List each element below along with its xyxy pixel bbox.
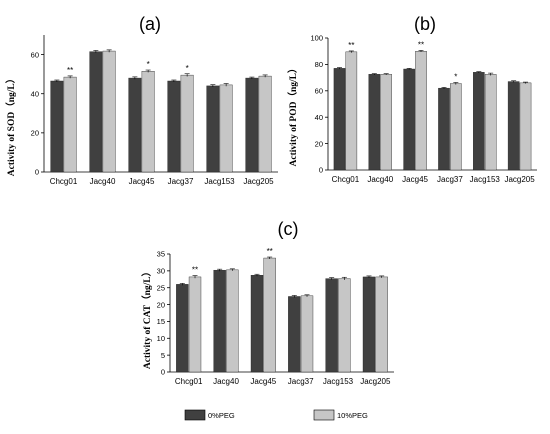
significance-marker: ** (348, 41, 354, 50)
x-tick-label: Jacg45 (250, 377, 276, 386)
x-tick-label: Jacg40 (367, 175, 393, 184)
x-tick-label: Jacg40 (213, 377, 239, 386)
bar-0-peg-chcg01 (176, 284, 189, 373)
x-tick-label: Chcg01 (175, 377, 203, 386)
x-tick-label: Jacg153 (323, 377, 354, 386)
bar-0-peg-jacg45 (403, 68, 415, 171)
significance-marker: * (147, 60, 150, 69)
bar-10-peg-jacg40 (102, 50, 116, 173)
y-tick-label: 0 (319, 166, 323, 175)
panel-label-b: (b) (414, 14, 436, 34)
significance-marker: * (186, 64, 189, 73)
y-tick-label: 40 (315, 113, 323, 122)
significance-marker: * (454, 72, 457, 81)
y-tick-label: 20 (31, 129, 39, 138)
x-tick-label: Jacg205 (243, 177, 274, 186)
bar-0-peg-jacg45 (250, 275, 264, 373)
bar-10-peg-jacg205 (519, 82, 532, 171)
y-tick-label: 25 (157, 283, 165, 292)
y-tick-label: 30 (157, 267, 165, 276)
y-tick-label: 20 (157, 300, 165, 309)
bar-10-peg-jacg37 (450, 83, 462, 171)
y-tick-label: 40 (31, 89, 39, 98)
x-tick-label: Jacg37 (437, 175, 463, 184)
y-tick-label: 60 (315, 87, 323, 96)
significance-marker: ** (418, 40, 424, 49)
bar-0-peg-jacg205 (507, 81, 520, 171)
bar-10-peg-jacg45 (415, 51, 427, 171)
bar-10-peg-jacg37 (300, 295, 314, 373)
bar-10-peg-jacg153 (219, 84, 233, 173)
bar-0-peg-chcg01 (50, 80, 64, 173)
bar-0-peg-jacg40 (368, 74, 381, 171)
x-tick-label: Jacg153 (470, 175, 501, 184)
legend-label-0-peg: 0%PEG (208, 411, 235, 420)
panel-label-a: (a) (139, 14, 161, 34)
bar-0-peg-jacg205 (362, 276, 376, 373)
significance-marker: ** (67, 66, 73, 75)
bar-0-peg-jacg40 (213, 269, 226, 373)
x-tick-label: Jacg37 (168, 177, 194, 186)
bar-10-peg-jacg205 (258, 75, 272, 173)
bar-0-peg-jacg37 (167, 80, 181, 173)
bar-0-peg-jacg45 (128, 77, 142, 173)
significance-marker: ** (267, 247, 273, 256)
x-tick-label: Chcg01 (332, 175, 360, 184)
bar-0-peg-jacg153 (473, 72, 485, 171)
bar-0-peg-jacg153 (206, 85, 220, 173)
x-tick-label: Jacg45 (402, 175, 428, 184)
y-tick-label: 0 (35, 168, 39, 177)
bar-10-peg-jacg37 (180, 74, 194, 173)
legend-label-10-peg: 10%PEG (337, 411, 368, 420)
y-axis-label-cat: Activity of CAT（ng/L） (141, 267, 153, 369)
x-tick-label: Jacg205 (360, 377, 391, 386)
y-axis-label-pod: Activity of POD（ng/L） (287, 64, 299, 167)
y-tick-label: 20 (315, 139, 323, 148)
bar-10-peg-jacg45 (263, 257, 276, 373)
panel-pod: (b) Activity of POD（ng/L） 020406080100**… (287, 14, 537, 184)
bar-10-peg-jacg205 (375, 276, 388, 373)
y-tick-label: 60 (31, 50, 39, 59)
bar-0-peg-chcg01 (333, 68, 346, 171)
x-tick-label: Chcg01 (50, 177, 78, 186)
legend: 0%PEG 10%PEG (184, 409, 368, 421)
bar-10-peg-jacg40 (380, 74, 392, 171)
panel-label-c: (c) (278, 219, 299, 239)
bar-10-peg-chcg01 (188, 276, 202, 373)
legend-swatch-0-peg (184, 409, 206, 421)
x-tick-label: Jacg153 (204, 177, 235, 186)
y-tick-label: 0 (161, 368, 165, 377)
x-tick-label: Jacg40 (90, 177, 116, 186)
panel-sod: (a) Activity of SOD（ng/L） 0204060**Chcg0… (5, 14, 278, 186)
bar-10-peg-chcg01 (345, 51, 358, 171)
x-tick-label: Jacg37 (288, 377, 314, 386)
bar-0-peg-jacg37 (288, 296, 301, 373)
y-tick-label: 15 (157, 317, 165, 326)
significance-marker: ** (192, 266, 198, 275)
y-tick-label: 5 (161, 351, 165, 360)
bar-10-peg-jacg153 (338, 278, 351, 373)
y-tick-label: 80 (315, 60, 323, 69)
panel-cat: (c) Activity of CAT（ng/L） 0 5 10 15 20 25 30 35… (141, 219, 394, 386)
y-axis-label-sod: Activity of SOD（ng/L） (5, 74, 17, 176)
legend-swatch-10-peg (313, 409, 335, 421)
bar-10-peg-jacg45 (141, 71, 155, 173)
bar-10-peg-chcg01 (63, 76, 77, 173)
bar-0-peg-jacg153 (325, 278, 338, 373)
bar-0-peg-jacg37 (438, 87, 450, 171)
y-tick-label: 10 (157, 334, 165, 343)
y-tick-label: 35 (157, 250, 165, 259)
x-tick-label: Jacg205 (504, 175, 535, 184)
bar-0-peg-jacg40 (89, 51, 103, 173)
bar-0-peg-jacg205 (245, 77, 259, 173)
y-tick-label: 100 (310, 34, 323, 43)
bar-10-peg-jacg40 (226, 269, 239, 373)
x-tick-label: Jacg45 (129, 177, 155, 186)
bar-10-peg-jacg153 (484, 74, 497, 171)
